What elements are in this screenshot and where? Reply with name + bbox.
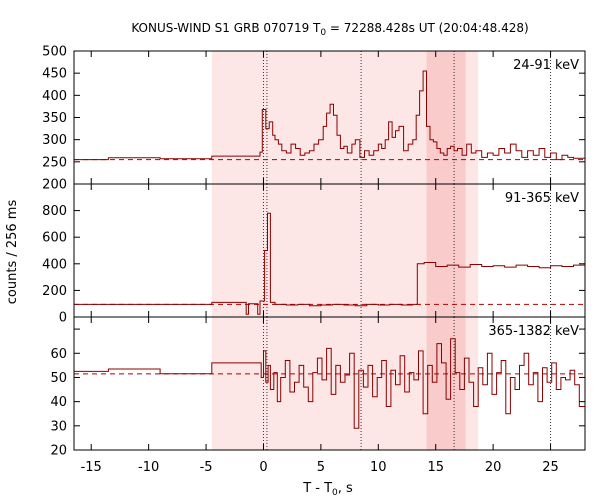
y-tick-label: 350: [42, 111, 67, 126]
energy-band-label: 365-1382 keV: [488, 324, 579, 339]
energy-band-label: 24-91 keV: [513, 58, 579, 73]
chart-title: KONUS-WIND S1 GRB 070719 T0 = 72288.428s…: [131, 21, 528, 38]
y-tick-label: 450: [42, 67, 67, 82]
x-tick-label: 5: [317, 460, 325, 475]
y-tick-label: 30: [50, 419, 67, 434]
panel-2: 0 200 400 600 800 91-365 keV: [42, 183, 585, 326]
y-tick-label: 800: [42, 204, 67, 219]
y-tick-label: 40: [50, 395, 67, 410]
count-rate-series: [74, 70, 585, 161]
y-tick-label: 400: [42, 257, 67, 272]
y-tick-label: 300: [42, 133, 67, 148]
y-tick-label: 0: [59, 311, 67, 326]
y-tick-label: 200: [42, 178, 67, 193]
x-tick-label: 15: [427, 460, 444, 475]
x-tick-label: -5: [200, 460, 213, 475]
count-rate-series: [74, 212, 585, 315]
y-tick-label: 250: [42, 155, 67, 170]
y-tick-label: 20: [50, 444, 67, 459]
x-tick-label: 25: [542, 460, 559, 475]
x-tick-label: 10: [370, 460, 387, 475]
y-tick-label: 500: [42, 45, 67, 60]
y-tick-label: 600: [42, 231, 67, 246]
y-tick-label: 200: [42, 284, 67, 299]
count-rate-series: [74, 338, 585, 429]
y-tick-label: 400: [42, 89, 67, 104]
y-tick-label: 60: [50, 347, 67, 362]
x-axis-tick-labels: -15 -10 -5 0 5 10 15 20 25: [81, 460, 559, 475]
panel-3: 20 30 40 50 60 365-1382 keV: [50, 317, 585, 459]
panel-1: 200 250 300 350 400 450 500 24-91 keV: [42, 45, 585, 193]
shaded-intervals: [211, 51, 479, 450]
energy-band-label: 91-365 keV: [505, 191, 579, 206]
panel-frame-3: [73, 316, 586, 451]
x-tick-label: -15: [81, 460, 102, 475]
x-tick-label: 20: [485, 460, 502, 475]
y-axis-label: counts / 256 ms: [5, 200, 20, 305]
y-tick-label: 50: [50, 371, 67, 386]
x-axis-label: T - T0, s: [302, 481, 353, 498]
panel-frames: [73, 50, 586, 451]
x-tick-label: 0: [259, 460, 267, 475]
x-tick-label: -10: [138, 460, 159, 475]
